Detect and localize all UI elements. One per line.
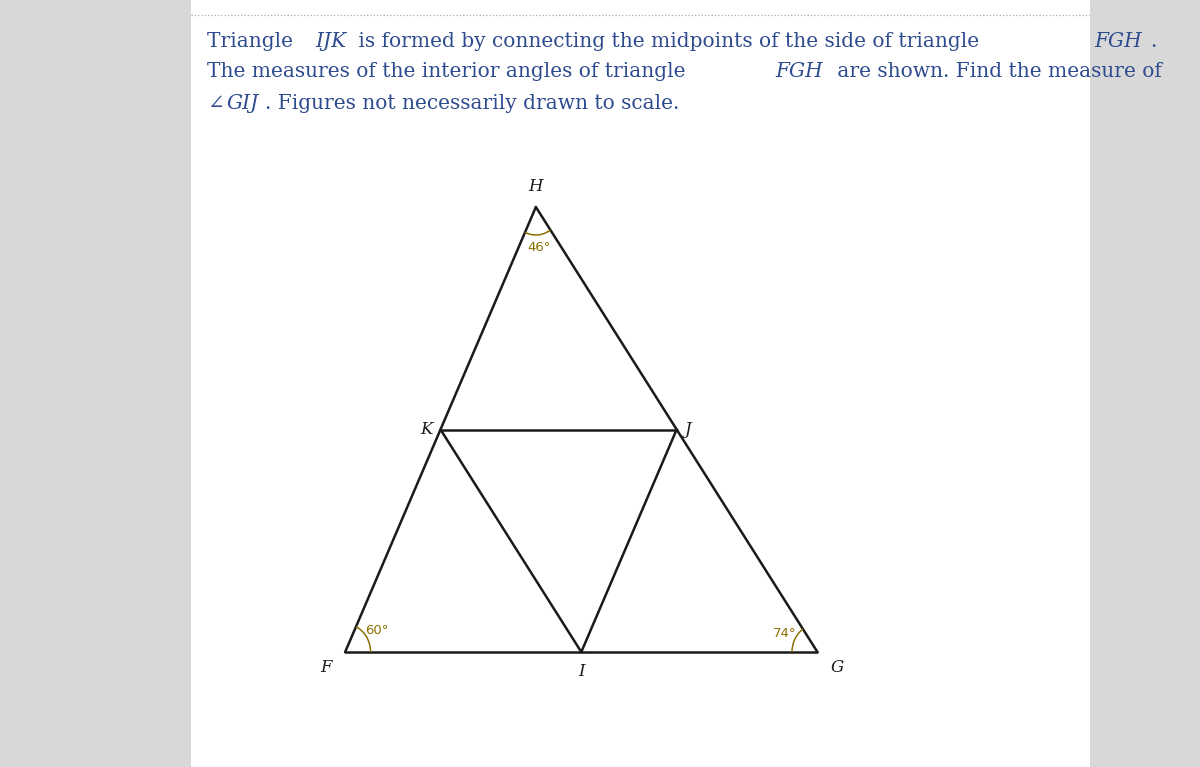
Text: FGH: FGH	[775, 62, 823, 81]
Text: FGH: FGH	[1094, 32, 1142, 51]
Text: K: K	[420, 421, 432, 438]
Text: . Figures not necessarily drawn to scale.: . Figures not necessarily drawn to scale…	[265, 94, 679, 113]
Bar	[191, 0, 1090, 767]
Text: .: .	[1150, 32, 1157, 51]
Text: The measures of the interior angles of triangle: The measures of the interior angles of t…	[208, 62, 692, 81]
Text: G: G	[832, 660, 845, 676]
Text: ∠: ∠	[208, 94, 224, 113]
Text: 46°: 46°	[527, 242, 551, 255]
Text: are shown. Find the measure of: are shown. Find the measure of	[832, 62, 1162, 81]
Text: J: J	[685, 421, 691, 438]
Text: H: H	[529, 178, 544, 195]
Text: 74°: 74°	[773, 627, 796, 640]
Text: 60°: 60°	[365, 624, 389, 637]
Text: F: F	[320, 660, 331, 676]
Text: GIJ: GIJ	[227, 94, 259, 113]
Text: Triangle: Triangle	[208, 32, 300, 51]
Text: I: I	[578, 663, 584, 680]
Text: is formed by connecting the midpoints of the side of triangle: is formed by connecting the midpoints of…	[352, 32, 985, 51]
Text: IJK: IJK	[316, 32, 347, 51]
